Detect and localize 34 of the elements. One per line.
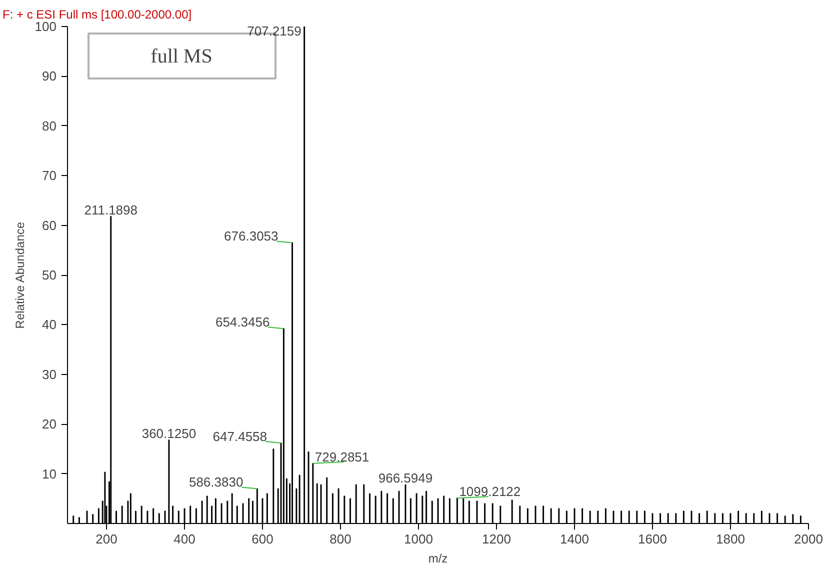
y-tick-label: 40 bbox=[42, 317, 57, 332]
annotation: 586.3830 bbox=[188, 474, 244, 490]
annotation: 729.2851 bbox=[314, 449, 370, 464]
x-tick-label: 1000 bbox=[404, 532, 433, 546]
x-axis-title: m/z bbox=[428, 552, 448, 566]
annotation: 647.4558 bbox=[212, 428, 268, 444]
annotation: 676.3053 bbox=[224, 228, 278, 244]
y-axis-title: Relative Abundance bbox=[12, 222, 27, 329]
annotation: 1099.2122 bbox=[459, 484, 521, 500]
y-tick-label: 20 bbox=[42, 416, 57, 432]
x-tick-label: 1600 bbox=[638, 532, 667, 546]
x-tick-label: 800 bbox=[330, 532, 352, 546]
x-tick-label: 1800 bbox=[716, 532, 745, 546]
annotation: 654.3456 bbox=[215, 314, 270, 330]
annotation: 966.5949 bbox=[378, 470, 433, 486]
x-tick-label: 1200 bbox=[482, 532, 511, 546]
x-tick-label: 600 bbox=[252, 532, 274, 546]
annotation: 211.1898 bbox=[84, 202, 138, 218]
y-tick-label: 100 bbox=[34, 19, 57, 34]
chart-title: F: + c ESI Full ms [100.00-2000.00] bbox=[2, 8, 192, 22]
x-tick-label: 200 bbox=[96, 532, 118, 546]
x-tick-label: 400 bbox=[174, 532, 196, 546]
x-tick-label: 2000 bbox=[794, 532, 823, 546]
y-tick-label: 80 bbox=[42, 118, 57, 134]
y-tick-label: 70 bbox=[42, 168, 57, 184]
annotation: 707.2159 bbox=[247, 24, 302, 38]
y-tick-label: 90 bbox=[42, 68, 57, 84]
y-tick-label: 30 bbox=[42, 366, 57, 382]
annotation: 360.1250 bbox=[142, 426, 196, 442]
y-tick-label: 10 bbox=[42, 466, 57, 482]
annotation: full MS bbox=[150, 46, 212, 68]
x-tick-label: 1400 bbox=[560, 532, 589, 546]
y-tick-label: 60 bbox=[42, 218, 57, 233]
y-tick-label: 50 bbox=[42, 268, 57, 282]
